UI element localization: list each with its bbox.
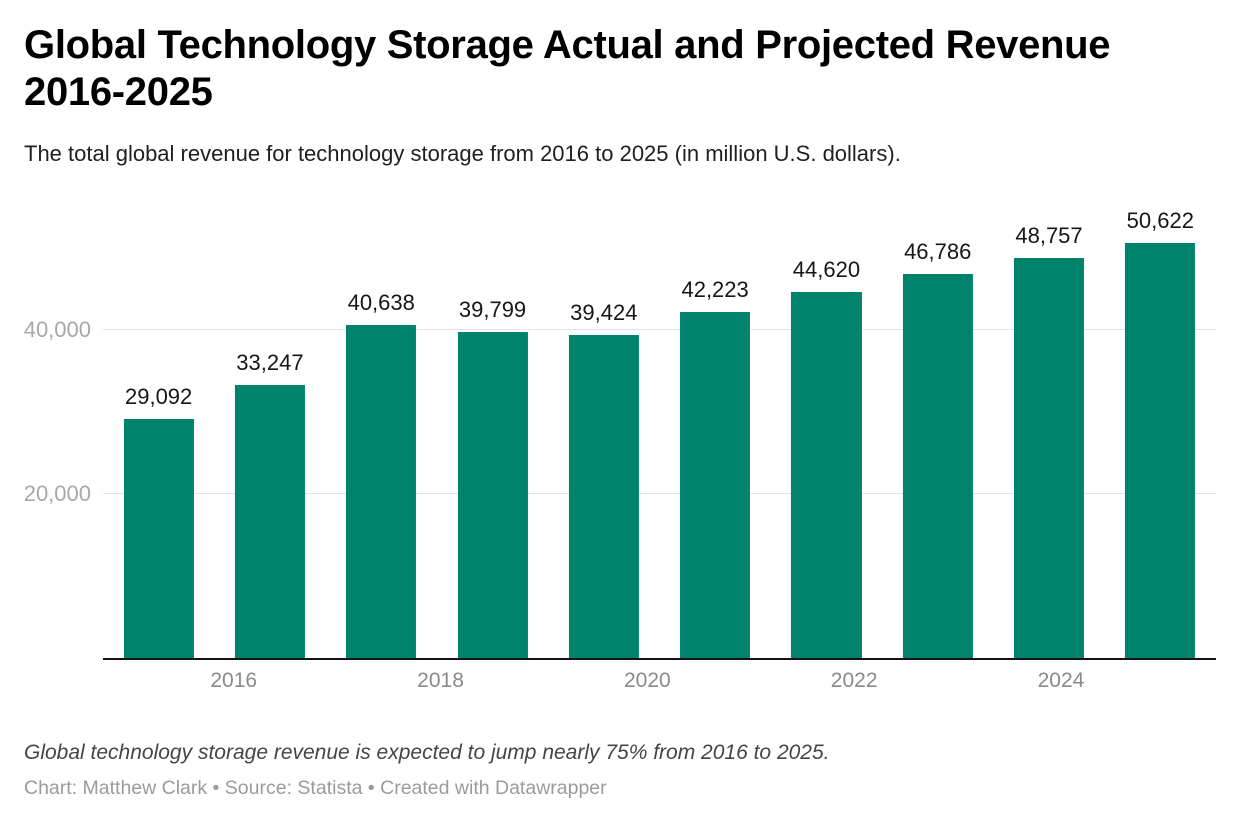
gridline xyxy=(103,328,1216,330)
x-axis-label: 2016 xyxy=(210,668,258,692)
bars-container: 29,092 33,247 40,638 39,799 39,424 42,223 44,6… xyxy=(103,188,1216,658)
footer-byline: Chart: Matthew Clark • Source: Statista … xyxy=(24,776,607,799)
bar-2021 xyxy=(680,311,751,658)
x-axis-label xyxy=(285,669,388,693)
bar-value-label: 48,757 xyxy=(1015,223,1083,249)
x-axis-label: 2022 xyxy=(830,668,878,692)
bar-chart: 29,092 33,247 40,638 39,799 39,424 42,223 44,6… xyxy=(24,188,1216,693)
x-axis-label: 2024 xyxy=(1037,668,1085,692)
bar-value-label: 39,799 xyxy=(458,296,527,322)
y-axis-label: 20,000 xyxy=(23,480,91,506)
bar-slot-2016: 29,092 xyxy=(103,188,214,658)
bar-2017 xyxy=(234,385,305,658)
chart-title: Global Technology Storage Actual and Pro… xyxy=(24,22,1216,116)
bar-2016 xyxy=(123,419,194,658)
bar-slot-2025: 50,622 xyxy=(1105,188,1216,658)
y-axis-label: 40,000 xyxy=(23,316,91,342)
bar-slot-2017: 33,247 xyxy=(214,188,325,658)
x-axis-label xyxy=(492,669,595,693)
bar-value-label: 46,786 xyxy=(904,239,972,265)
footer-note: Global technology storage revenue is exp… xyxy=(24,740,830,764)
bar-value-label: 44,620 xyxy=(792,256,861,282)
bar-slot-2020: 39,424 xyxy=(548,188,659,658)
bar-value-label: 33,247 xyxy=(236,350,304,376)
bar-value-label: 42,223 xyxy=(681,276,749,302)
gridline xyxy=(103,492,1216,494)
bar-slot-2018: 40,638 xyxy=(326,188,437,658)
bar-value-label: 39,424 xyxy=(570,299,638,325)
plot-area: 29,092 33,247 40,638 39,799 39,424 42,223 44,6… xyxy=(24,188,1216,660)
bar-slot-2019: 39,799 xyxy=(437,188,548,658)
chart-subtitle: The total global revenue for technology … xyxy=(24,141,901,167)
x-axis-label xyxy=(1113,669,1216,693)
bar-slot-2024: 48,757 xyxy=(993,188,1104,658)
bar-2023 xyxy=(902,274,973,658)
bar-slot-2023: 46,786 xyxy=(882,188,993,658)
chart-title-line1: Global Technology Storage Actual and Pro… xyxy=(24,23,1111,67)
bar-2025 xyxy=(1125,242,1196,658)
bar-2024 xyxy=(1013,258,1085,658)
bar-2022 xyxy=(791,291,862,658)
bar-value-label: 29,092 xyxy=(124,384,193,410)
bar-slot-2022: 44,620 xyxy=(771,188,882,658)
x-axis-label xyxy=(699,669,802,693)
bar-2018 xyxy=(346,324,417,658)
bar-2019 xyxy=(457,331,528,658)
bar-value-label: 50,622 xyxy=(1126,207,1194,233)
bar-slot-2021: 42,223 xyxy=(659,188,770,658)
x-axis: 2016 2018 2020 2022 2024 xyxy=(103,669,1216,693)
bar-value-label: 40,638 xyxy=(347,289,415,315)
chart-title-line2: 2016-2025 xyxy=(24,70,213,115)
x-axis-label xyxy=(906,669,1009,693)
x-axis-label: 2018 xyxy=(417,668,464,692)
x-axis-label: 2020 xyxy=(623,668,671,692)
bar-2020 xyxy=(568,334,639,658)
